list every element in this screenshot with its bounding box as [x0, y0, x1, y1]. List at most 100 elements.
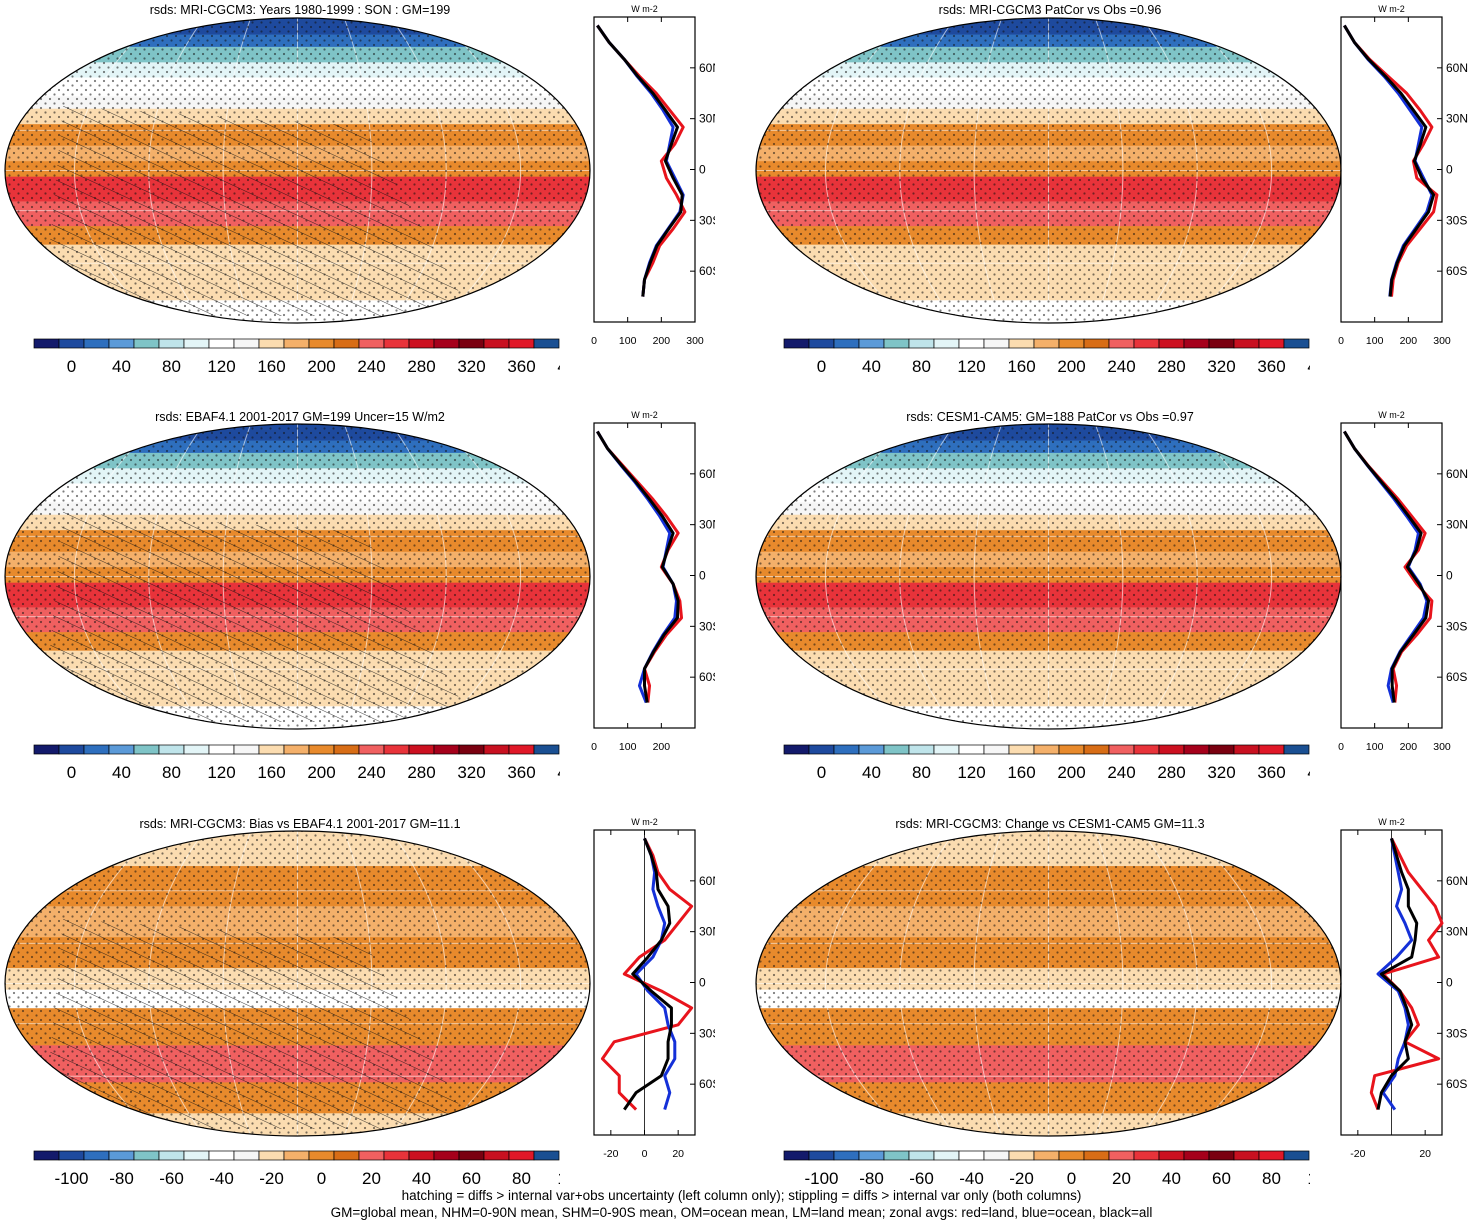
- colorbar-swatch: [58, 338, 85, 349]
- zonal-lat-tick: 0: [1446, 163, 1453, 177]
- colorbar-swatch: [908, 338, 935, 349]
- map-plot: [755, 423, 1342, 730]
- zonal-x-tick: 200: [653, 335, 671, 347]
- colorbar-label: 400: [557, 763, 560, 782]
- colorbar-swatch: [933, 744, 960, 755]
- zonal-line-ocean: [596, 430, 678, 704]
- colorbar-label: 120: [957, 357, 985, 376]
- colorbar-swatch: [183, 338, 210, 349]
- colorbar: -100 -80 -60 -40 -20 0 20 40 60 80 100: [33, 1150, 560, 1188]
- colorbar-label: -20: [1009, 1169, 1034, 1188]
- zonal-lat-tick: 60N: [699, 61, 715, 75]
- zonal-lat-tick: 30S: [699, 1026, 715, 1040]
- colorbar-label: 320: [1207, 357, 1235, 376]
- colorbar-swatch: [258, 338, 285, 349]
- zonal-unit: W m-2: [1378, 410, 1405, 420]
- colorbar-swatch: [58, 1150, 85, 1161]
- zonal-x-tick: 200: [1400, 335, 1418, 347]
- zonal-line-land: [596, 24, 687, 297]
- colorbar-label: 320: [457, 357, 485, 376]
- zonal-lat-tick: 30N: [1446, 925, 1468, 939]
- colorbar-swatch: [1033, 744, 1060, 755]
- zonal-lat-tick: 60N: [699, 874, 715, 888]
- colorbar-swatch: [833, 744, 860, 755]
- colorbar-label: 200: [1057, 357, 1085, 376]
- colorbar-swatch: [983, 1150, 1010, 1161]
- colorbar-swatch: [1208, 1150, 1235, 1161]
- footer-line-2: GM=global mean, NHM=0-90N mean, SHM=0-90…: [330, 1205, 1153, 1220]
- colorbar-label: 0: [1067, 1169, 1076, 1188]
- zonal-lat-tick: 60N: [1446, 874, 1468, 888]
- zonal-lat-tick: 60S: [1446, 1077, 1467, 1091]
- colorbar-label: 200: [307, 763, 335, 782]
- zonal-lat-tick: 30N: [699, 112, 715, 126]
- colorbar-label: 160: [257, 357, 285, 376]
- zonal-lat-tick: 0: [699, 163, 706, 177]
- colorbar-swatch: [383, 1150, 410, 1161]
- colorbar-swatch: [1058, 1150, 1085, 1161]
- colorbar-swatch: [1008, 1150, 1035, 1161]
- colorbar-label: 0: [817, 357, 826, 376]
- colorbar-label: 200: [1057, 763, 1085, 782]
- zonal-mean-plot: W m-2 60N 30N 0 30S 60S -20 20: [1340, 817, 1468, 1160]
- zonal-lat-tick: 60S: [699, 264, 715, 278]
- zonal-unit: W m-2: [631, 817, 658, 827]
- colorbar-label: 240: [1107, 763, 1135, 782]
- colorbar-swatch: [1083, 744, 1110, 755]
- zonal-x-tick: -20: [1350, 1148, 1365, 1160]
- colorbar-swatch: [208, 338, 235, 349]
- colorbar-swatch: [1233, 744, 1260, 755]
- zonal-mean-plot: W m-2 60N 30N 0 30S 60S 0 100 200: [591, 410, 715, 753]
- colorbar-swatch: [508, 338, 535, 349]
- zonal-lat-tick: 60N: [1446, 61, 1468, 75]
- colorbar-label: 80: [162, 763, 181, 782]
- colorbar-swatch: [208, 744, 235, 755]
- zonal-x-tick: 300: [686, 335, 704, 347]
- colorbar-swatch: [308, 1150, 335, 1161]
- colorbar-swatch: [158, 338, 185, 349]
- colorbar-label: -40: [209, 1169, 234, 1188]
- colorbar-swatch: [1083, 338, 1110, 349]
- colorbar-swatch: [833, 1150, 860, 1161]
- colorbar-swatch: [1283, 338, 1310, 349]
- colorbar-label: 0: [317, 1169, 326, 1188]
- colorbar-swatch: [258, 1150, 285, 1161]
- colorbar-swatch: [808, 1150, 835, 1161]
- colorbar-label: 60: [462, 1169, 481, 1188]
- colorbar-swatch: [208, 1150, 235, 1161]
- zonal-unit: W m-2: [1378, 817, 1405, 827]
- zonal-lat-tick: 0: [1446, 569, 1453, 583]
- colorbar-label: -100: [804, 1169, 838, 1188]
- zonal-x-tick: 100: [619, 335, 637, 347]
- map-title: rsds: CESM1-CAM5: GM=188 PatCor vs Obs =…: [906, 410, 1194, 424]
- colorbar-label: 360: [1257, 357, 1285, 376]
- colorbar-swatch: [908, 1150, 935, 1161]
- colorbar-label: 120: [957, 763, 985, 782]
- colorbar-swatch: [1258, 338, 1285, 349]
- colorbar-label: 20: [1112, 1169, 1131, 1188]
- colorbar-label: 240: [1107, 357, 1135, 376]
- colorbar-swatch: [233, 744, 260, 755]
- map-title: rsds: MRI-CGCM3: Change vs CESM1-CAM5 GM…: [895, 817, 1205, 831]
- colorbar-label: 80: [912, 763, 931, 782]
- colorbar-label: -80: [109, 1169, 134, 1188]
- zonal-x-tick: 300: [1433, 741, 1451, 753]
- zonal-x-tick: 100: [1366, 741, 1384, 753]
- colorbar-swatch: [58, 744, 85, 755]
- colorbar-label: 240: [357, 357, 385, 376]
- colorbar-swatch: [808, 338, 835, 349]
- colorbar-label: -80: [859, 1169, 884, 1188]
- colorbar-swatch: [83, 744, 110, 755]
- zonal-x-tick: 20: [1419, 1148, 1431, 1160]
- zonal-line-all: [623, 837, 673, 1111]
- zonal-x-tick: 0: [1338, 335, 1344, 347]
- colorbar-swatch: [533, 338, 560, 349]
- colorbar-label: 360: [507, 357, 535, 376]
- colorbar-label: 40: [112, 763, 131, 782]
- colorbar: 0 40 80 120 160 200 240 280 320 360 400: [783, 338, 1310, 376]
- colorbar-label: 280: [1157, 763, 1185, 782]
- colorbar-swatch: [1158, 1150, 1185, 1161]
- colorbar-swatch: [133, 1150, 160, 1161]
- zonal-x-tick: 0: [591, 335, 597, 347]
- colorbar-swatch: [383, 338, 410, 349]
